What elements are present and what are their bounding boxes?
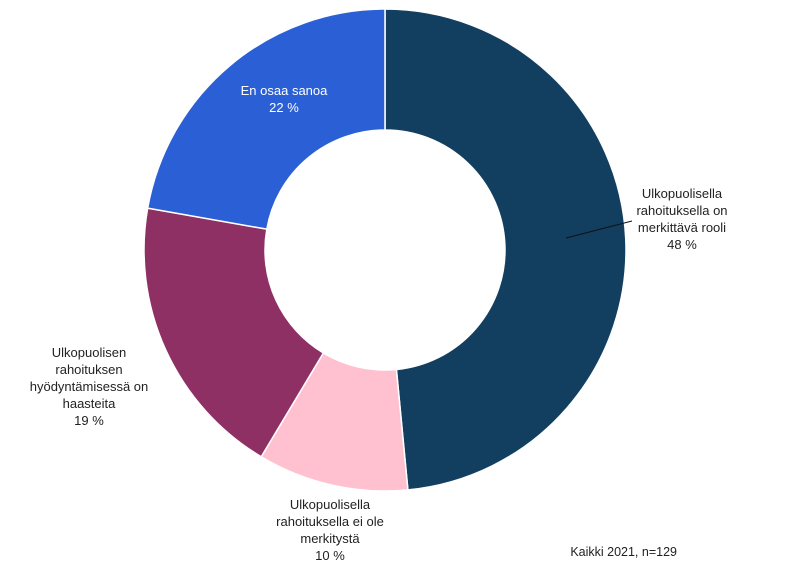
slice-label-line-2-2: hyödyntämisessä on (30, 379, 149, 394)
slice-label-line-1-1: rahoituksella ei ole (276, 514, 384, 529)
labels-layer: Ulkopuolisella rahoituksella on merkittävä… (30, 83, 728, 563)
slice-value-0: 48 % (667, 237, 697, 252)
slice-label-line-3-0: En osaa sanoa (241, 83, 329, 98)
slice-label-0: Ulkopuolisella rahoituksella on merkittävä… (636, 186, 727, 252)
slice-label-line-2-1: rahoituksen (55, 362, 122, 377)
slice-label-line-0-1: rahoituksella on (636, 203, 727, 218)
slice-3 (146, 8, 386, 231)
slices-layer (143, 8, 627, 492)
slice-value-2: 19 % (74, 413, 104, 428)
slice-label-2: Ulkopuolisen rahoituksen hyödyntämisessä o… (30, 345, 149, 428)
slice-label-line-2-3: haasteita (63, 396, 117, 411)
leader-line-0 (565, 220, 633, 239)
slice-2 (143, 207, 325, 458)
slice-label-1: Ulkopuolisella rahoituksella ei ole merkit… (276, 497, 384, 563)
slice-value-1: 10 % (315, 548, 345, 563)
slice-label-line-1-0: Ulkopuolisella (290, 497, 371, 512)
slice-label-line-0-2: merkittävä rooli (638, 220, 726, 235)
slice-label-line-2-0: Ulkopuolisen (52, 345, 126, 360)
slice-0 (384, 8, 627, 491)
slice-label-3: En osaa sanoa 22 % (241, 83, 329, 115)
footnote: Kaikki 2021, n=129 (570, 545, 677, 559)
slice-value-3: 22 % (269, 100, 299, 115)
slice-label-line-1-2: merkitystä (300, 531, 360, 546)
slice-label-line-0-0: Ulkopuolisella (642, 186, 723, 201)
